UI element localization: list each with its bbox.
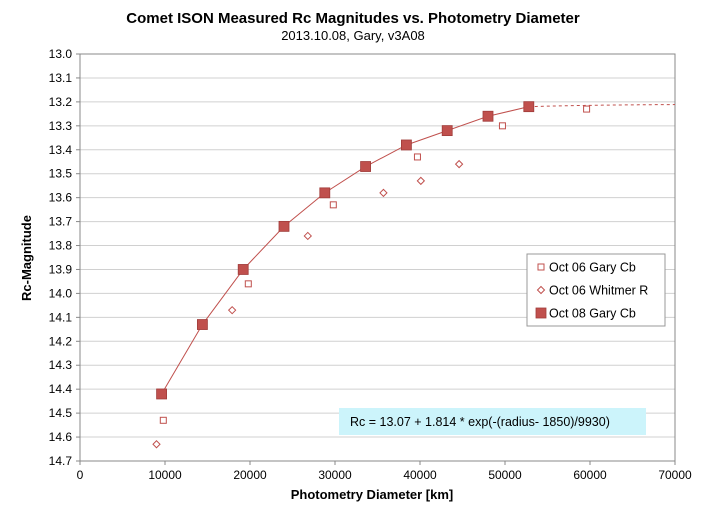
fit-curve-extrapolated (528, 104, 676, 108)
y-tick-label: 14.5 (49, 406, 73, 420)
legend-marker (536, 285, 546, 295)
x-tick-label: 50000 (488, 468, 522, 482)
chart-subtitle: 2013.10.08, Gary, v3A08 (281, 28, 425, 43)
y-tick-label: 13.9 (49, 262, 73, 276)
y-tick-label: 13.4 (49, 143, 73, 157)
formula-text: Rc = 13.07 + 1.814 * exp(-(radius- 1850)… (350, 415, 610, 429)
y-tick-label: 13.5 (49, 167, 73, 181)
y-tick-label: 14.2 (49, 334, 73, 348)
legend-box (526, 253, 666, 327)
point-oct06-whitmer-r (379, 188, 388, 198)
y-tick-label: 14.0 (49, 286, 73, 300)
point-oct08-gary-cb (156, 388, 168, 400)
x-axis-label: Photometry Diameter [km] (291, 487, 454, 502)
point-oct06-gary-cb (329, 201, 337, 209)
point-oct08-gary-cb (523, 101, 535, 113)
point-oct06-whitmer-r (303, 231, 313, 241)
point-oct06-whitmer-r (152, 440, 161, 449)
point-oct08-gary-cb (360, 161, 372, 172)
y-tick-label: 13.6 (49, 191, 73, 205)
point-oct08-gary-cb (278, 220, 290, 232)
x-axis-ticks: 0 10000 20000 30000 40000 50000 60000 70000 (77, 461, 692, 482)
x-tick-label: 30000 (318, 468, 352, 482)
formula-background (339, 408, 646, 435)
y-tick-label: 13.2 (49, 95, 73, 109)
data-points (152, 101, 591, 449)
y-tick-label: 13.8 (49, 239, 73, 253)
x-tick-label: 60000 (573, 468, 607, 482)
point-oct06-gary-cb (498, 122, 506, 130)
legend-label: Oct 08 Gary Cb (549, 307, 636, 321)
point-oct08-gary-cb (237, 264, 249, 275)
point-oct08-gary-cb (441, 125, 453, 137)
y-tick-label: 13.3 (49, 119, 73, 133)
legend-label: Oct 06 Whitmer R (549, 284, 648, 298)
x-tick-label: 0 (77, 468, 84, 482)
y-tick-label: 13.1 (49, 71, 73, 85)
y-tick-label: 14.1 (49, 310, 73, 324)
fit-curve-solid (161, 106, 529, 395)
point-oct06-gary-cb (244, 280, 252, 288)
y-tick-label: 13.7 (49, 215, 73, 229)
point-oct06-gary-cb (413, 153, 421, 161)
y-tick-label: 14.4 (49, 382, 73, 396)
point-oct06-whitmer-r (416, 176, 426, 186)
plot-area (79, 53, 676, 462)
fit-curve-group (161, 104, 676, 395)
y-axis-ticks: 13.0 13.1 13.2 13.3 13.4 13.5 13.6 13.7 13.8 13.9… (49, 47, 80, 468)
legend-marker (535, 307, 547, 319)
y-tick-label: 14.7 (49, 454, 73, 468)
point-oct06-gary-cb (159, 416, 167, 424)
point-oct08-gary-cb (196, 319, 208, 330)
point-oct06-gary-cb (583, 105, 591, 113)
point-oct06-whitmer-r (227, 305, 237, 315)
y-axis-label: Rc-Magnitude (19, 215, 34, 301)
legend-marker (537, 263, 545, 271)
x-tick-label: 10000 (148, 468, 182, 482)
legend-label: Oct 06 Gary Cb (549, 261, 636, 275)
point-oct06-whitmer-r (454, 159, 464, 169)
point-oct08-gary-cb (319, 187, 331, 199)
point-oct08-gary-cb (400, 139, 412, 151)
formula-box: Rc = 13.07 + 1.814 * exp(-(radius- 1850)… (339, 408, 646, 435)
x-tick-label: 20000 (233, 468, 267, 482)
point-oct08-gary-cb (482, 110, 494, 122)
legend: Oct 06 Gary Cb Oct 06 Whitmer R Oct 08 Gar… (526, 253, 666, 327)
y-tick-label: 14.6 (49, 430, 73, 444)
chart-title: Comet ISON Measured Rc Magnitudes vs. Ph… (126, 10, 580, 27)
x-tick-label: 70000 (658, 468, 692, 482)
y-tick-label: 13.0 (49, 47, 73, 61)
y-tick-label: 14.3 (49, 358, 73, 372)
x-tick-label: 40000 (403, 468, 437, 482)
legend-items: Oct 06 Gary Cb Oct 06 Whitmer R Oct 08 Gar… (535, 261, 648, 321)
